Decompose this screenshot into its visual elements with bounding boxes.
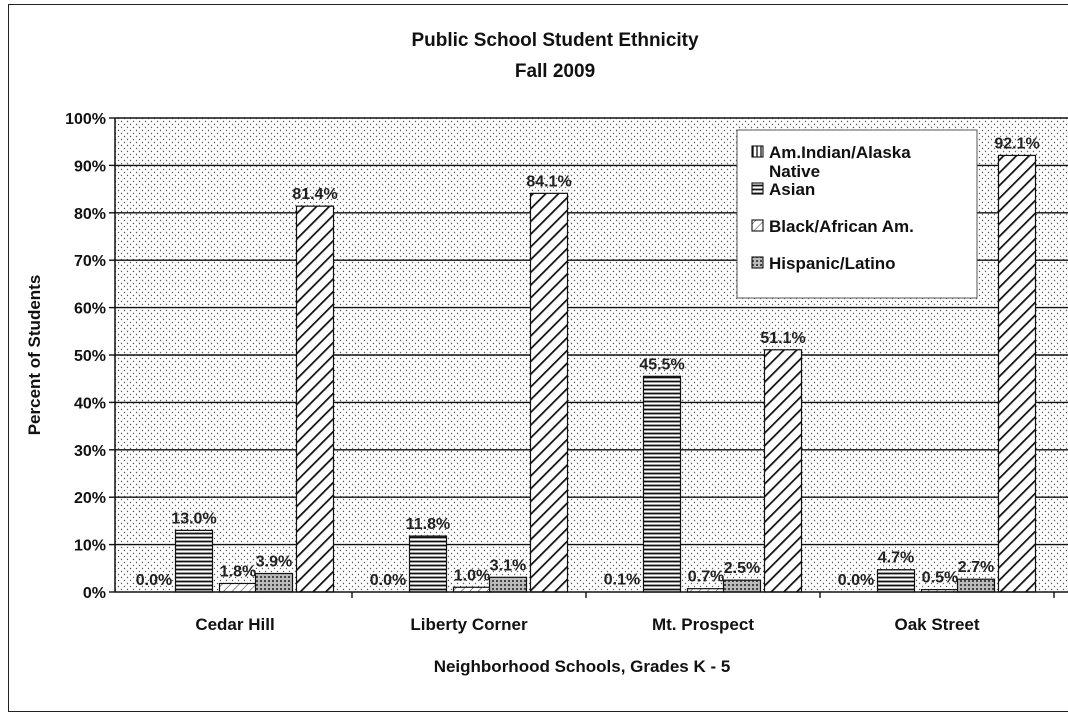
y-tick-label: 0% (83, 585, 106, 602)
bar (529, 192, 569, 593)
bar (218, 582, 258, 593)
y-tick-label: 30% (74, 443, 106, 460)
x-tick-label: Liberty Corner (410, 615, 528, 634)
data-label: 3.1% (490, 557, 526, 574)
data-label: 0.0% (370, 572, 406, 589)
bar (997, 154, 1037, 593)
data-label: 51.1% (760, 330, 805, 347)
data-label: 1.8% (220, 563, 256, 580)
bar (642, 375, 682, 593)
data-labels: 0.0% 13.0% 1.8%3.9% 81.4% 0.0% 11.8% 1.0%3.1% 8… (136, 135, 1040, 589)
data-label: 4.7% (878, 550, 914, 567)
legend-swatch (751, 182, 764, 195)
bar (295, 205, 335, 593)
data-label: 45.5% (639, 356, 684, 373)
data-label: 0.5% (922, 570, 958, 587)
y-tick-label: 90% (74, 158, 106, 175)
x-axis-title: Neighborhood Schools, Grades K - 5 (434, 657, 731, 676)
y-tick-label: 50% (74, 348, 106, 365)
y-tick-label: 10% (74, 538, 106, 555)
data-label: 2.7% (958, 559, 994, 576)
data-label: 11.8% (406, 516, 450, 533)
data-label: 81.4% (292, 186, 337, 203)
data-label: 3.9% (256, 554, 292, 571)
legend-swatch (751, 256, 764, 269)
bar (763, 349, 803, 593)
data-label: 92.1% (994, 135, 1039, 152)
legend-swatch (751, 145, 764, 158)
y-tick-label: 60% (74, 301, 106, 318)
x-tick-label: Oak Street (894, 615, 979, 634)
legend-label: Native (769, 162, 820, 181)
legend-label: Black/African Am. (769, 217, 914, 236)
bar (174, 529, 214, 593)
y-axis-ticks: 0% 10% 20% 30% 40% 50% 60% 70% 80% 90% 100% (65, 111, 115, 602)
data-label: 2.5% (724, 560, 760, 577)
bar (722, 579, 762, 593)
data-label: 0.0% (136, 572, 172, 589)
legend-swatch (751, 219, 764, 232)
bar (488, 576, 528, 593)
y-tick-label: 80% (74, 206, 106, 223)
chart-subtitle: Fall 2009 (515, 61, 595, 82)
y-tick-label: 100% (65, 111, 106, 128)
legend-label: Am.Indian/Alaska (769, 143, 911, 162)
bar (876, 569, 916, 593)
legend-label: Asian (769, 180, 815, 199)
bar-series (174, 154, 1037, 593)
data-label: 84.1% (526, 173, 571, 190)
y-tick-label: 40% (74, 395, 106, 412)
bar (254, 572, 294, 593)
data-label: 0.7% (688, 569, 724, 586)
x-tick-label: Mt. Prospect (652, 615, 754, 634)
data-label: 13.0% (171, 510, 216, 527)
legend-box (736, 129, 978, 299)
y-tick-label: 70% (74, 253, 106, 270)
y-tick-label: 20% (74, 490, 106, 507)
x-tick-label: Cedar Hill (195, 615, 274, 634)
data-label: 0.1% (604, 572, 640, 589)
chart-title: Public School Student Ethnicity (411, 30, 699, 51)
bar (408, 535, 448, 593)
legend-label: Hispanic/Latino (769, 254, 896, 273)
x-axis-categories: Cedar Hill Liberty Corner Mt. Prospect Oak … (195, 592, 1055, 634)
bar (956, 578, 996, 593)
data-label: 1.0% (454, 567, 490, 584)
y-axis-title: Percent of Students (25, 275, 44, 436)
data-label: 0.0% (838, 572, 874, 589)
